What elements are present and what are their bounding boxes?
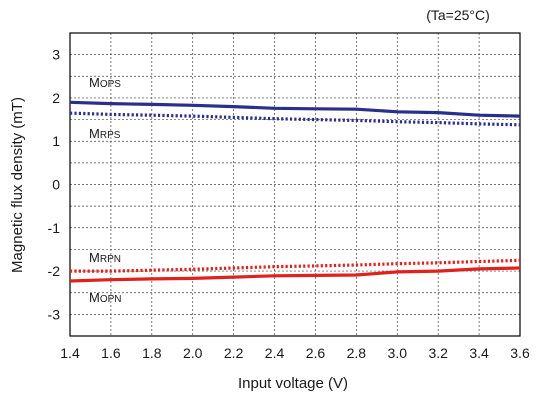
x-axis-title: Input voltage (V): [238, 375, 348, 392]
x-tick-label: 1.6: [101, 345, 121, 361]
y-axis-ticks: 3 2 1 0 -1 -2 -3: [48, 47, 61, 323]
x-tick-label: 2.4: [265, 345, 285, 361]
series-line-mrps: [69, 111, 521, 127]
x-tick-label: 2.6: [306, 345, 326, 361]
x-tick-label: 3.0: [388, 345, 408, 361]
x-tick-label: 2.2: [224, 345, 244, 361]
y-tick-label: -2: [48, 263, 61, 279]
series-label-mopn: MOPN: [89, 290, 122, 305]
y-tick-label: -1: [48, 220, 61, 236]
series-line-mrpn: [70, 258, 521, 273]
x-tick-label: 3.4: [469, 345, 489, 361]
series-labels: MOPS MRPS MRPN MOPN: [89, 75, 122, 305]
x-tick-label: 3.6: [510, 345, 530, 361]
series-lines: [69, 100, 521, 283]
x-tick-label: 3.2: [428, 345, 448, 361]
x-tick-label: 2.0: [183, 345, 203, 361]
x-tick-label: 1.8: [142, 345, 162, 361]
condition-note: (Ta=25°C): [426, 7, 490, 23]
y-tick-label: 2: [52, 90, 60, 106]
series-line-mops: [69, 100, 521, 118]
series-label-mrps: MRPS: [89, 126, 121, 141]
grid: [70, 33, 520, 336]
series-line-mopn: [69, 266, 521, 283]
series-label-mops: MOPS: [89, 75, 121, 90]
series-label-mrpn: MRPN: [89, 250, 121, 265]
plot-frame: [69, 32, 521, 337]
x-axis-ticks: 1.4 1.6 1.8 2.0 2.2 2.4 2.6 2.8 3.0 3.2 3.4 3.6: [60, 345, 530, 361]
y-tick-label: -3: [48, 306, 61, 322]
y-tick-label: 1: [52, 133, 60, 149]
y-axis-title: Magnetic flux density (mT): [9, 97, 26, 273]
x-tick-label: 1.4: [60, 345, 80, 361]
y-tick-label: 3: [52, 47, 60, 63]
x-tick-label: 2.8: [347, 345, 367, 361]
y-tick-label: 0: [52, 177, 60, 193]
